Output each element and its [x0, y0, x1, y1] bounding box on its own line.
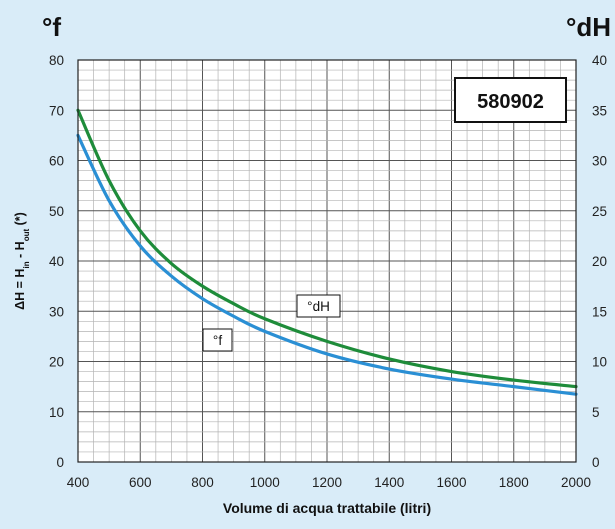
series-labels: °dH °f: [202, 294, 341, 352]
x-tick-label: 1200: [312, 475, 342, 490]
x-tick-label: 2000: [561, 475, 591, 490]
y-right-tick-label: 15: [592, 304, 607, 319]
model-label: 580902: [477, 91, 544, 113]
series-label-f: °f: [213, 333, 222, 348]
right-axis-unit: °dH: [566, 12, 611, 42]
plot-border: [77, 59, 577, 463]
grid: [78, 60, 576, 462]
series-label-f-box: [202, 328, 233, 352]
series-line-dh: [76, 108, 578, 389]
x-tick-label: 600: [129, 475, 152, 490]
y-left-tick-label: 30: [49, 304, 64, 319]
x-axis-label: Volume di acqua trattabile (litri): [223, 500, 431, 516]
y-right-tick-label: 5: [592, 405, 600, 420]
curves: [76, 108, 578, 396]
y-right-tick-label: 35: [592, 103, 607, 118]
y-right-tick-label: 10: [592, 355, 607, 370]
y-right-tick-label: 25: [592, 204, 607, 219]
x-tick-label: 1800: [499, 475, 529, 490]
x-tick-label: 1400: [374, 475, 404, 490]
tick-labels: 400 600 800 1000 1200 1400 1600 1800 20000102030…: [49, 53, 607, 490]
y-left-tick-label: 10: [49, 405, 64, 420]
y-left-tick-label: 70: [49, 103, 64, 118]
model-box: [454, 77, 567, 123]
series-label-dh-box: [296, 294, 341, 318]
y-right-tick-label: 30: [592, 154, 607, 169]
y-left-tick-label: 0: [56, 455, 64, 470]
y-right-tick-label: 40: [592, 53, 607, 68]
series-label-dh: °dH: [307, 299, 330, 314]
y-axis-label: ΔH = Hin - Hout (*): [13, 212, 31, 310]
y-right-tick-label: 0: [592, 455, 600, 470]
series-line-f: [76, 133, 578, 396]
x-tick-label: 400: [67, 475, 90, 490]
y-left-tick-label: 20: [49, 355, 64, 370]
x-tick-label: 800: [191, 475, 214, 490]
y-left-tick-label: 40: [49, 254, 64, 269]
y-left-tick-label: 60: [49, 154, 64, 169]
x-tick-label: 1600: [436, 475, 466, 490]
y-left-tick-label: 50: [49, 204, 64, 219]
y-right-tick-label: 20: [592, 254, 607, 269]
x-tick-label: 1000: [250, 475, 280, 490]
y-left-tick-label: 80: [49, 53, 64, 68]
left-axis-unit: °f: [42, 12, 61, 42]
